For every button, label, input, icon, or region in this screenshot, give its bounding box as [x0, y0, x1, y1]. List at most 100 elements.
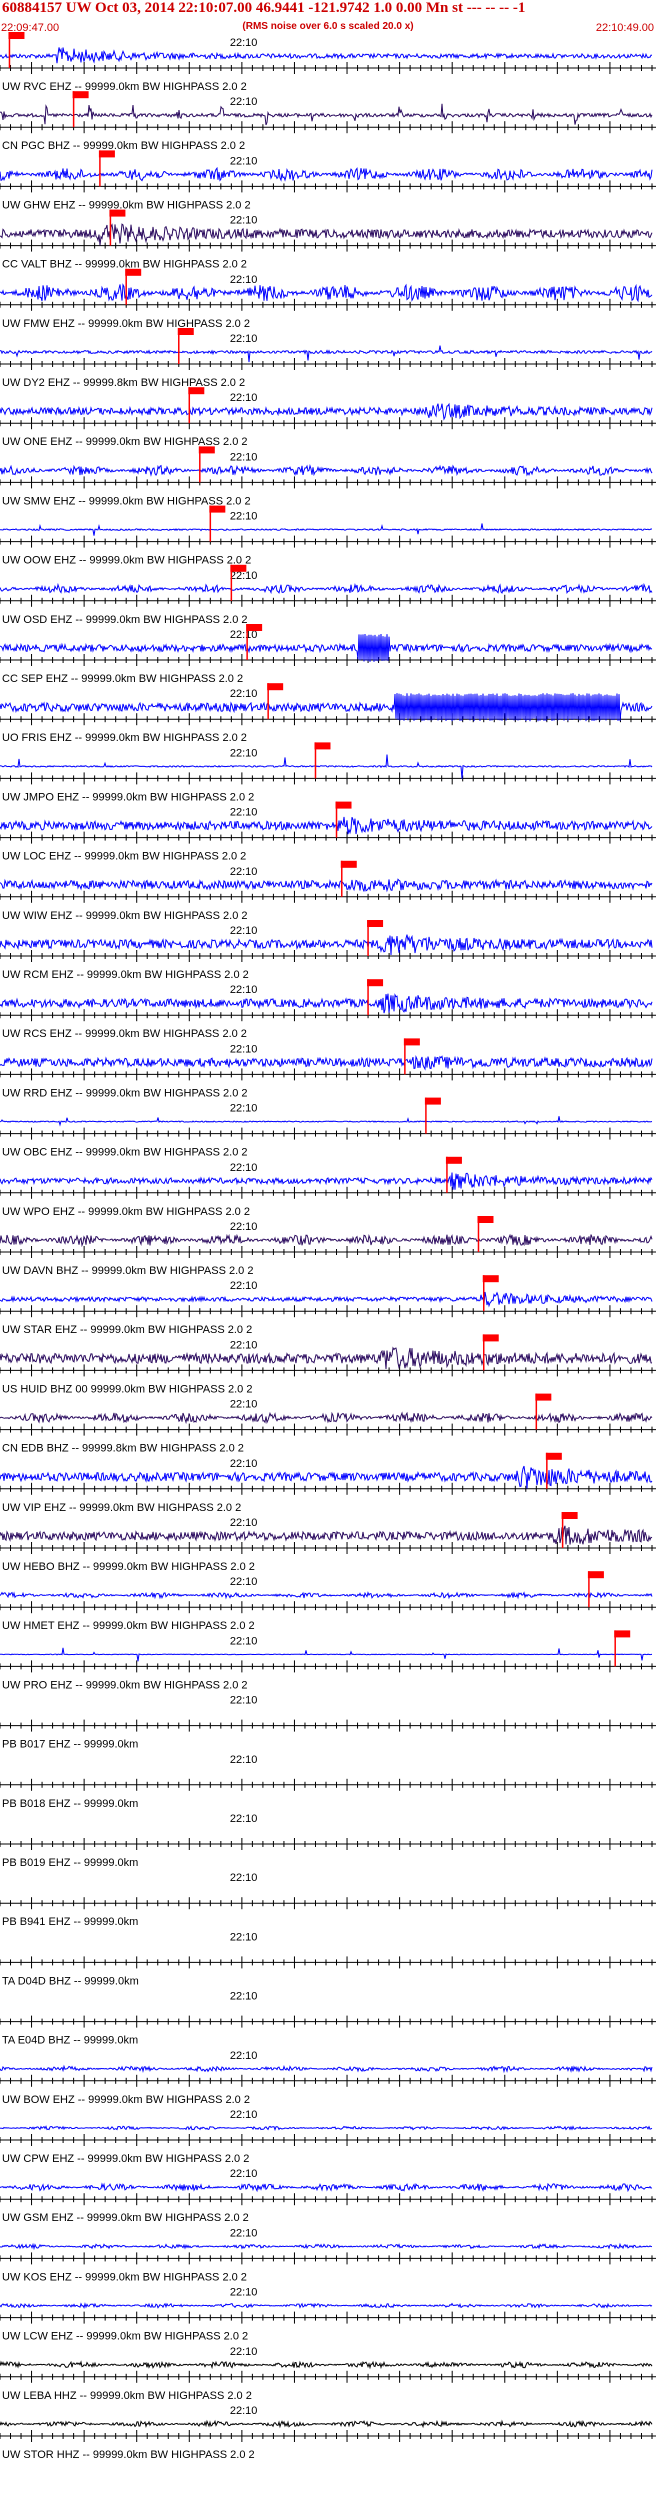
trace-3: 22:10 CC VALT BHZ -- 99999.0km BW HIGHPAS… [0, 209, 656, 271]
minute-marker-label: 22:10 [230, 2287, 258, 2299]
minute-marker-label: 22:10 [230, 688, 258, 700]
minute-marker-label: 22:10 [230, 1339, 258, 1351]
station-label: CC SEP EHZ -- 99999.0km BW HIGHPASS 2.0 … [2, 673, 243, 685]
waveform [0, 2302, 653, 2309]
minute-marker-label: 22:10 [230, 1695, 258, 1707]
plot-header: 60884157 UW Oct 03, 2014 22:10:07.00 46.… [0, 0, 656, 38]
trace-25: 22:10 UW HEBO BHZ -- 99999.0km BW HIGHPAS… [0, 1512, 656, 1573]
pick-flag [177, 328, 194, 335]
trace-6: 22:10 UW ONE EHZ -- 99999.0km BW HIGHPASS… [0, 387, 656, 448]
station-label: UW DAVN BHZ -- 99999.0km BW HIGHPASS 2.0… [2, 1265, 253, 1277]
scaling-note: (RMS noise over 6.0 s scaled 20.0 x) [242, 21, 414, 32]
waveform [0, 402, 653, 421]
minute-marker-label: 22:10 [230, 155, 258, 167]
trace-38: 22:10 UW LCW EHZ -- 99999.0km BW HIGHPASS… [0, 2287, 656, 2343]
waveform [0, 633, 653, 662]
trace-16: 22:10 UW RCS EHZ -- 99999.0km BW HIGHPASS… [0, 979, 656, 1040]
minute-marker-label: 22:10 [230, 2109, 258, 2121]
waveform [0, 2064, 653, 2074]
station-label: UW DY2 EHZ -- 99999.8km BW HIGHPASS 2.0 … [2, 377, 245, 389]
minute-marker-label: 22:10 [230, 1221, 258, 1233]
waveform [0, 1525, 653, 1545]
pick-flag [246, 624, 263, 631]
minute-marker-label: 22:10 [230, 2227, 258, 2239]
waveform [0, 1116, 653, 1127]
trace-27: 22:10 UW PRO EHZ -- 99999.0km BW HIGHPASS… [0, 1630, 656, 1691]
waveform [0, 1411, 653, 1425]
pick-flag [477, 1216, 494, 1223]
trace-30: 22:10 PB B019 EHZ -- 99999.0km [0, 1813, 656, 1869]
waveform [0, 1647, 653, 1662]
trace-5: 22:10 UW DY2 EHZ -- 99999.8km BW HIGHPASS… [0, 328, 656, 389]
waveform [0, 754, 653, 779]
station-label: UW STAR EHZ -- 99999.0km BW HIGHPASS 2.0… [2, 1324, 252, 1336]
station-label: TA D04D BHZ -- 99999.0km [2, 1975, 139, 1987]
trace-36: 22:10 UW GSM EHZ -- 99999.0km BW HIGHPASS… [0, 2168, 656, 2224]
pick-flag [98, 150, 115, 158]
pick-flag [267, 683, 284, 691]
trace-18: 22:10 UW OBC EHZ -- 99999.0km BW HIGHPASS… [0, 1097, 656, 1159]
trace-31: 22:10 PB B941 EHZ -- 99999.0km [0, 1872, 656, 1928]
station-label: UW RRD EHZ -- 99999.0km BW HIGHPASS 2.0 … [2, 1087, 248, 1099]
trace-15: 22:10 UW RCM EHZ -- 99999.0km BW HIGHPASS… [0, 920, 656, 981]
station-label: UW STOR HHZ -- 99999.0km BW HIGHPASS 2.0… [2, 2449, 255, 2461]
trace-34: 22:10 UW BOW EHZ -- 99999.0km BW HIGHPASS… [0, 2050, 656, 2106]
pick-flag [367, 920, 384, 927]
minute-marker-label: 22:10 [230, 1399, 258, 1411]
minute-marker-label: 22:10 [230, 1931, 258, 1943]
trace-17: 22:10 UW RRD EHZ -- 99999.0km BW HIGHPASS… [0, 1038, 656, 1099]
pick-flag [230, 564, 247, 572]
trace-24: 22:10 UW VIP EHZ -- 99999.0km BW HIGHPASS… [0, 1452, 656, 1514]
waveform [0, 523, 652, 536]
station-label: UW VIP EHZ -- 99999.0km BW HIGHPASS 2.0 … [2, 1502, 241, 1514]
waveform [0, 2242, 653, 2251]
trace-26: 22:10 UW HMET EHZ -- 99999.0km BW HIGHPAS… [0, 1571, 656, 1632]
minute-marker-label: 22:10 [230, 925, 258, 937]
station-label: UW RCS EHZ -- 99999.0km BW HIGHPASS 2.0 … [2, 1028, 247, 1040]
minute-marker-label: 22:10 [230, 392, 258, 404]
waveform [0, 2419, 653, 2429]
station-label: UW HEBO BHZ -- 99999.0km BW HIGHPASS 2.0… [2, 1561, 255, 1573]
waveform [0, 166, 653, 182]
waveform [0, 283, 653, 303]
pick-flag [482, 1334, 499, 1342]
trace-12: 22:10 UW JMPO EHZ -- 99999.0km BW HIGHPAS… [0, 742, 656, 803]
station-label: UW LCW EHZ -- 99999.0km BW HIGHPASS 2.0 … [2, 2331, 248, 2343]
waveform [0, 1291, 653, 1308]
pick-flag [188, 387, 205, 395]
station-label: UW JMPO EHZ -- 99999.0km BW HIGHPASS 2.0… [2, 791, 254, 803]
pick-flag [8, 32, 25, 39]
pick-flag [561, 1512, 578, 1519]
minute-marker-label: 22:10 [230, 1162, 258, 1174]
station-label: UW RCM EHZ -- 99999.0km BW HIGHPASS 2.0 … [2, 969, 249, 981]
trace-32: 22:10 TA D04D BHZ -- 99999.0km [0, 1931, 656, 1987]
trace-10: 22:10 CC SEP EHZ -- 99999.0km BW HIGHPASS… [0, 624, 656, 685]
minute-marker-label: 22:10 [230, 274, 258, 286]
trace-40: 22:10 UW STOR HHZ -- 99999.0km BW HIGHPAS… [0, 2405, 656, 2461]
waveform [0, 1346, 653, 1370]
station-label: UW BOW EHZ -- 99999.0km BW HIGHPASS 2.0 … [2, 2094, 250, 2106]
waveform [0, 223, 653, 246]
waveform [0, 1233, 653, 1248]
trace-23: 22:10 CN EDB BHZ -- 99999.8km BW HIGHPASS… [0, 1393, 656, 1455]
station-label: UW HMET EHZ -- 99999.0km BW HIGHPASS 2.0… [2, 1620, 255, 1632]
pick-flag [403, 1038, 420, 1046]
pick-flag [209, 505, 226, 513]
station-label: UW GSM EHZ -- 99999.0km BW HIGHPASS 2.0 … [2, 2212, 249, 2224]
waveform [0, 993, 653, 1014]
pick-flag [587, 1571, 604, 1579]
station-label: UW OOW EHZ -- 99999.0km BW HIGHPASS 2.0 … [2, 555, 251, 567]
pick-flag [109, 209, 126, 217]
waveform [0, 103, 653, 126]
end-time-label: 22:10:49.00 [595, 22, 654, 34]
station-label: PB B019 EHZ -- 99999.0km [2, 1857, 138, 1869]
station-label: UW WPO EHZ -- 99999.0km BW HIGHPASS 2.0 … [2, 1206, 250, 1218]
waveform [0, 463, 653, 477]
minute-marker-label: 22:10 [230, 1103, 258, 1115]
trace-35: 22:10 UW CPW EHZ -- 99999.0km BW HIGHPASS… [0, 2109, 656, 2165]
trace-4: 22:10 UW FMW EHZ -- 99999.0km BW HIGHPASS… [0, 268, 656, 330]
minute-marker-label: 22:10 [230, 807, 258, 819]
minute-marker-label: 22:10 [230, 747, 258, 759]
waveform [0, 2360, 653, 2370]
